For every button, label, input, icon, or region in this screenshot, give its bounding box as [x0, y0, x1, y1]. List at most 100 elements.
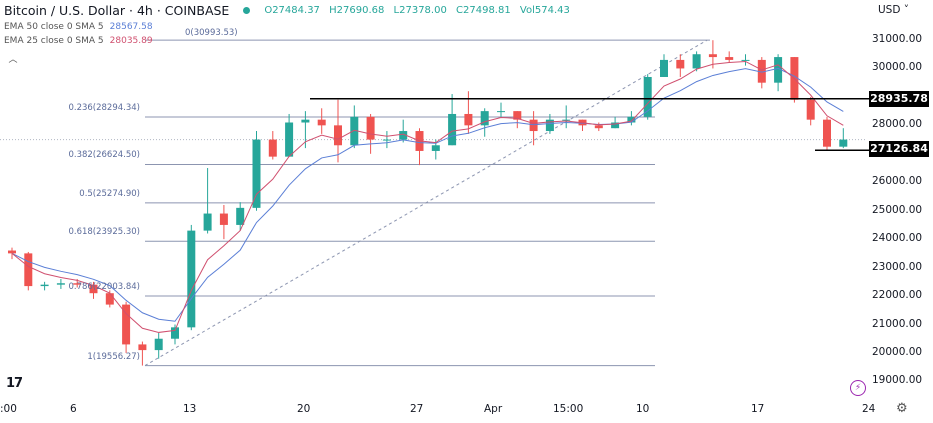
lightning-icon[interactable]: ⚡: [850, 380, 866, 396]
candle-body: [448, 113, 457, 146]
candle-body: [171, 327, 179, 339]
candle-body: [24, 253, 33, 287]
price-axis-tick: 23000.00: [872, 260, 923, 273]
fib-level-label: 0.382(26624.50): [68, 150, 140, 161]
candle-body: [89, 284, 98, 294]
candle-body: [676, 59, 685, 69]
candle-body: [708, 54, 717, 58]
fib-trend-line: [144, 39, 708, 367]
price-axis-tick: 22000.00: [872, 289, 923, 302]
candle-body: [806, 99, 815, 120]
candle-body: [350, 116, 359, 146]
candle-body: [301, 119, 310, 123]
candle-body: [480, 111, 489, 126]
indicator-value: 28567.58: [109, 22, 153, 32]
candle-body: [285, 122, 294, 157]
candle-body: [399, 131, 408, 140]
tradingview-logo-icon[interactable]: 17: [6, 376, 23, 391]
candle-body: [464, 113, 473, 126]
price-label-resistance: 28935.78: [869, 91, 929, 107]
time-axis-tick: 15:00: [553, 403, 584, 415]
candle-body: [497, 111, 505, 113]
fib-level-label: 0.786(22003.84): [68, 281, 140, 292]
fib-level-label: 0.236(28294.34): [68, 102, 140, 113]
candle-body: [513, 111, 522, 120]
time-axis-tick: 10: [636, 403, 650, 415]
candle-body: [203, 213, 212, 231]
price-label-support: 27126.84: [869, 141, 929, 157]
close-value: C27498.81: [456, 5, 511, 16]
ema-25-line: [11, 60, 844, 333]
candle-body: [8, 250, 16, 254]
price-axis-tick: 30000.00: [872, 61, 923, 74]
indicator-ema25[interactable]: EMA 25 close 0 SMA 5 28035.89: [4, 36, 153, 46]
candle-body: [122, 304, 131, 345]
candle-body: [823, 119, 831, 147]
indicator-label: EMA 50 close 0 SMA 5: [4, 22, 104, 32]
candle-body: [741, 59, 750, 61]
ema-50-line: [11, 67, 844, 322]
candle-body: [725, 57, 734, 60]
candle-body: [252, 139, 261, 208]
candle-body: [382, 139, 391, 141]
price-axis-tick: 20000.00: [872, 345, 923, 358]
price-axis-tick: 28000.00: [872, 118, 923, 131]
time-axis-tick: 6: [70, 403, 77, 415]
time-axis-tick: :00: [0, 403, 17, 415]
candle-body: [187, 230, 196, 328]
time-axis-tick: 13: [183, 403, 197, 415]
price-axis-tick: 19000.00: [872, 374, 923, 387]
time-axis-tick: Apr: [484, 403, 503, 415]
indicator-ema50[interactable]: EMA 50 close 0 SMA 5 28567.58: [4, 22, 153, 32]
time-axis-tick: 27: [410, 403, 424, 415]
price-axis-tick: 26000.00: [872, 175, 923, 188]
open-value: O27484.37: [264, 5, 320, 16]
candle-body: [594, 125, 603, 129]
price-axis-tick: 21000.00: [872, 317, 923, 330]
candle-body: [154, 338, 163, 351]
volume-value: Vol574.43: [519, 5, 570, 16]
price-axis-tick: 24000.00: [872, 232, 923, 245]
candle-body: [692, 54, 701, 69]
time-axis-tick: 17: [751, 403, 765, 415]
candle-body: [529, 119, 538, 132]
indicator-label: EMA 25 close 0 SMA 5: [4, 36, 104, 46]
candle-body: [562, 119, 571, 121]
candle-body: [431, 145, 440, 151]
candle-body: [105, 293, 114, 305]
indicator-value: 28035.89: [109, 36, 153, 46]
candle-body: [611, 122, 620, 129]
ohlc-readout: O27484.37 H27690.68 L27378.00 C27498.81 …: [264, 5, 576, 16]
candle-body: [839, 139, 848, 147]
fib-level-label: 1(19556.27): [87, 351, 140, 362]
candle-body: [219, 213, 228, 225]
candle-body: [660, 59, 668, 77]
candle-body: [56, 283, 65, 285]
chevron-up-icon[interactable]: ︿: [8, 55, 18, 65]
gear-icon[interactable]: ⚙: [896, 401, 908, 416]
candle-body: [643, 76, 652, 117]
high-value: H27690.68: [329, 5, 385, 16]
fib-level-label: 0.618(23925.30): [68, 227, 140, 238]
price-axis-tick: 31000.00: [872, 33, 923, 45]
candle-body: [627, 116, 636, 123]
candle-body: [236, 207, 245, 225]
symbol-title[interactable]: Bitcoin / U.S. Dollar · 4h · COINBASE: [4, 3, 230, 18]
time-axis-tick: 20: [297, 403, 311, 415]
fib-level-label: 0(30993.53): [185, 28, 238, 39]
candle-body: [138, 344, 147, 351]
candle-body: [334, 125, 342, 146]
time-axis-tick: 24: [862, 403, 876, 415]
candle-body: [268, 139, 277, 157]
fib-level-label: 0.5(25274.90): [79, 188, 140, 199]
candle-body: [73, 283, 82, 285]
candle-body: [757, 59, 766, 83]
currency-selector[interactable]: USD ˅: [878, 4, 910, 16]
candle-body: [545, 119, 554, 132]
currency-label: USD: [878, 4, 901, 16]
low-value: L27378.00: [393, 5, 447, 16]
price-axis-tick: 25000.00: [872, 203, 923, 216]
market-status-dot: [243, 7, 251, 14]
candle-body: [317, 119, 326, 126]
